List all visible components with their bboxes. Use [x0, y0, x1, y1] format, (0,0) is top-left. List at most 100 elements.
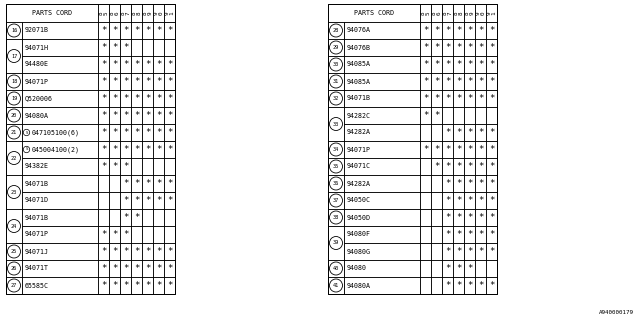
Text: 33: 33 — [333, 122, 339, 126]
Text: *: * — [489, 230, 494, 239]
Text: *: * — [101, 43, 106, 52]
Text: 32: 32 — [333, 96, 339, 101]
Bar — [22, 243, 98, 260]
Text: 94282A: 94282A — [346, 180, 371, 187]
Text: *: * — [156, 264, 161, 273]
Bar — [442, 226, 453, 243]
Text: *: * — [445, 230, 450, 239]
Bar — [153, 90, 164, 107]
Bar — [464, 277, 475, 294]
Text: 94085A: 94085A — [346, 78, 371, 84]
Bar — [22, 226, 98, 243]
Text: *: * — [134, 213, 139, 222]
Text: *: * — [467, 213, 472, 222]
Bar — [153, 277, 164, 294]
Bar — [6, 175, 22, 209]
Text: *: * — [156, 77, 161, 86]
Text: 8
9: 8 9 — [143, 11, 152, 15]
Text: *: * — [134, 264, 139, 273]
Bar — [98, 226, 109, 243]
Bar — [442, 56, 453, 73]
Text: *: * — [478, 77, 483, 86]
Text: 31: 31 — [333, 79, 339, 84]
Text: PARTS CORD: PARTS CORD — [354, 10, 394, 16]
Text: *: * — [467, 43, 472, 52]
Text: 94071P: 94071P — [346, 147, 371, 153]
Bar — [109, 209, 120, 226]
Text: 94080G: 94080G — [346, 249, 371, 254]
Bar — [131, 22, 142, 39]
Text: 94080A: 94080A — [24, 113, 49, 118]
Text: 94080: 94080 — [346, 266, 367, 271]
Bar — [475, 277, 486, 294]
Bar — [486, 260, 497, 277]
Text: *: * — [167, 179, 172, 188]
Text: *: * — [123, 230, 128, 239]
Bar — [142, 277, 153, 294]
Bar — [164, 192, 175, 209]
Bar — [142, 124, 153, 141]
Bar — [6, 243, 22, 260]
Bar — [109, 226, 120, 243]
Text: *: * — [134, 145, 139, 154]
Bar — [453, 175, 464, 192]
Text: 36: 36 — [333, 181, 339, 186]
Bar — [120, 192, 131, 209]
Text: *: * — [145, 179, 150, 188]
Bar — [120, 90, 131, 107]
Bar — [109, 158, 120, 175]
Bar — [328, 260, 344, 277]
Text: 21: 21 — [11, 130, 17, 135]
Text: *: * — [123, 111, 128, 120]
Text: *: * — [478, 179, 483, 188]
Bar — [431, 260, 442, 277]
Text: *: * — [456, 128, 461, 137]
Text: 23: 23 — [11, 189, 17, 195]
Text: *: * — [145, 196, 150, 205]
Bar — [475, 158, 486, 175]
Bar — [420, 226, 431, 243]
Text: *: * — [167, 26, 172, 35]
Text: *: * — [456, 247, 461, 256]
Bar — [475, 209, 486, 226]
Bar — [131, 124, 142, 141]
Bar — [420, 141, 431, 158]
Text: *: * — [478, 26, 483, 35]
Text: Q520006: Q520006 — [24, 95, 52, 101]
Text: 94071C: 94071C — [346, 164, 371, 170]
Bar — [328, 158, 344, 175]
Bar — [142, 22, 153, 39]
Bar — [109, 22, 120, 39]
Bar — [6, 277, 22, 294]
Text: *: * — [489, 213, 494, 222]
Bar — [142, 175, 153, 192]
Text: *: * — [489, 26, 494, 35]
Bar — [22, 260, 98, 277]
Text: *: * — [489, 281, 494, 290]
Bar — [142, 107, 153, 124]
Bar — [164, 243, 175, 260]
Text: *: * — [445, 94, 450, 103]
Text: *: * — [467, 179, 472, 188]
Bar — [442, 260, 453, 277]
Bar — [420, 192, 431, 209]
Bar — [442, 39, 453, 56]
Bar — [475, 243, 486, 260]
Text: *: * — [423, 43, 428, 52]
Text: *: * — [445, 162, 450, 171]
Bar — [431, 175, 442, 192]
Bar — [420, 107, 431, 124]
Bar — [109, 39, 120, 56]
Text: A940000179: A940000179 — [599, 310, 634, 316]
Bar — [453, 243, 464, 260]
Bar — [431, 209, 442, 226]
Text: *: * — [156, 145, 161, 154]
Text: *: * — [134, 111, 139, 120]
Bar — [344, 141, 420, 158]
Text: *: * — [434, 94, 439, 103]
Text: *: * — [456, 162, 461, 171]
Text: 30: 30 — [333, 62, 339, 67]
Text: 94080F: 94080F — [346, 231, 371, 237]
Bar — [98, 107, 109, 124]
Text: *: * — [478, 230, 483, 239]
